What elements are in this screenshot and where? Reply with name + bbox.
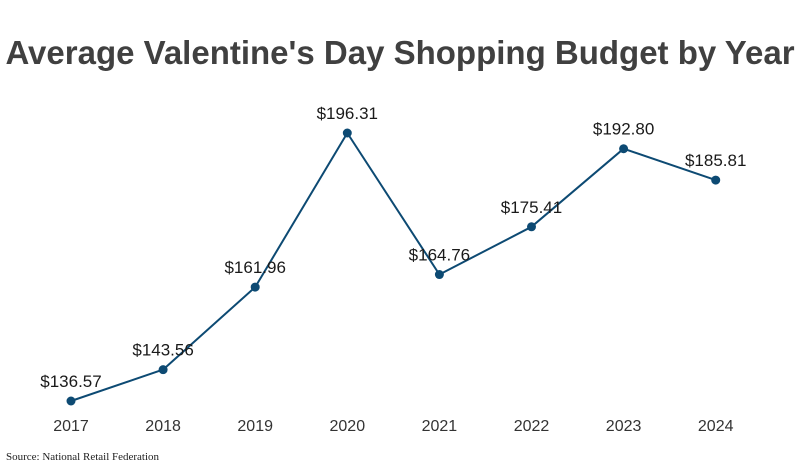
data-label-2022: $175.41 xyxy=(501,198,562,217)
data-point-2021 xyxy=(434,270,444,280)
data-label-2024: $185.81 xyxy=(685,151,746,170)
data-label-layer: $136.57 $143.56 $161.96 $196.31 $164.76 $175.… xyxy=(40,104,746,391)
marker-layer xyxy=(66,128,721,406)
data-point-2022 xyxy=(527,222,536,232)
x-tick-2020: 2020 xyxy=(330,418,366,435)
x-tick-2022: 2022 xyxy=(514,418,550,435)
data-label-2019: $161.96 xyxy=(224,258,285,277)
data-label-2017: $136.57 xyxy=(40,372,101,391)
source-note: Source: National Retail Federation xyxy=(6,451,160,463)
data-label-2023: $192.80 xyxy=(593,120,654,139)
series-line xyxy=(70,132,717,402)
series-layer xyxy=(70,132,717,402)
x-tick-2024: 2024 xyxy=(698,418,734,435)
data-point-2023 xyxy=(619,144,629,154)
data-point-2024 xyxy=(711,175,721,185)
data-point-2020 xyxy=(342,128,352,138)
data-label-2018: $143.56 xyxy=(132,341,193,360)
x-tick-2018: 2018 xyxy=(145,418,181,435)
x-tick-2021: 2021 xyxy=(422,418,458,435)
x-tick-2023: 2023 xyxy=(606,418,642,435)
data-point-2017 xyxy=(66,396,76,406)
data-point-2018 xyxy=(158,365,168,375)
chart-title: Average Valentine's Day Shopping Budget … xyxy=(5,34,795,71)
data-label-2021: $164.76 xyxy=(409,246,470,265)
x-tick-2019: 2019 xyxy=(237,418,273,435)
data-point-2019 xyxy=(250,282,260,292)
data-label-2020: $196.31 xyxy=(317,104,378,123)
x-axis-ticks: 2017 2018 2019 2020 2021 2022 2023 2024 xyxy=(53,418,733,435)
x-tick-2017: 2017 xyxy=(53,418,89,435)
